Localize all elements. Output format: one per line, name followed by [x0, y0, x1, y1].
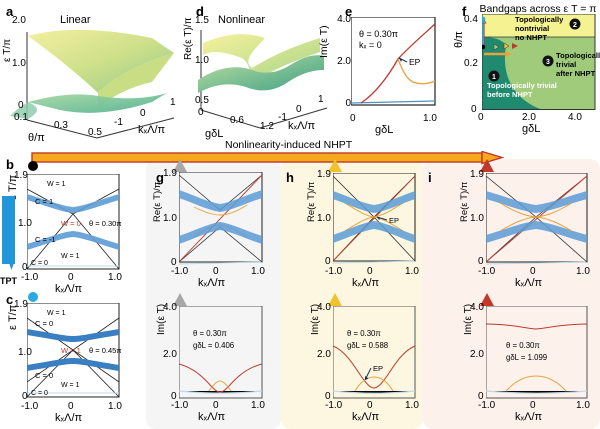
- svg-text:C = 0: C = 0: [35, 319, 53, 328]
- svg-text:θ = 0.30π: θ = 0.30π: [347, 329, 381, 338]
- svg-text:θ = 0.45π: θ = 0.45π: [89, 346, 122, 355]
- svg-text:before NHPT: before NHPT: [487, 90, 533, 99]
- svg-text:C = 0: C = 0: [31, 390, 48, 397]
- svg-text:2: 2: [573, 22, 577, 29]
- svg-text:θ = 0.30π: θ = 0.30π: [359, 29, 398, 39]
- svg-text:C = 0: C = 0: [35, 371, 53, 380]
- svg-text:W = 1: W = 1: [47, 181, 66, 188]
- svg-text:EP: EP: [389, 216, 399, 225]
- svg-text:W = 1: W = 1: [61, 346, 81, 355]
- svg-text:C = -1: C = -1: [35, 235, 56, 244]
- svg-text:EP: EP: [373, 364, 383, 373]
- svg-text:θ = 0.30π: θ = 0.30π: [89, 219, 122, 228]
- svg-text:C = 1: C = 1: [35, 197, 53, 206]
- svg-text:gδL = 0.588: gδL = 0.588: [347, 341, 388, 350]
- svg-text:after NHPT: after NHPT: [556, 69, 596, 78]
- svg-text:W = 1: W = 1: [61, 382, 80, 389]
- svg-text:Topologically trivial: Topologically trivial: [487, 81, 557, 90]
- svg-text:C = 0: C = 0: [31, 260, 48, 267]
- svg-text:θ = 0.30π: θ = 0.30π: [193, 329, 227, 338]
- svg-text:gδL = 1.099: gδL = 1.099: [506, 353, 547, 362]
- svg-text:Topologically: Topologically: [515, 15, 564, 24]
- svg-text:1: 1: [492, 74, 496, 81]
- svg-text:W = 1: W = 1: [47, 310, 66, 317]
- svg-text:gδL = 0.406: gδL = 0.406: [193, 341, 234, 350]
- svg-text:EP: EP: [409, 57, 421, 67]
- svg-text:no NHPT: no NHPT: [515, 33, 547, 42]
- svg-text:θ = 0.30π: θ = 0.30π: [506, 341, 540, 350]
- svg-text:W = 0: W = 0: [61, 219, 81, 228]
- svg-text:Topologically: Topologically: [556, 51, 600, 60]
- svg-text:W = 1: W = 1: [61, 253, 80, 260]
- svg-text:kₓ = 0: kₓ = 0: [359, 40, 382, 50]
- svg-text:nontrivial: nontrivial: [515, 24, 549, 33]
- svg-text:trivial: trivial: [556, 60, 576, 69]
- svg-text:3: 3: [546, 59, 550, 66]
